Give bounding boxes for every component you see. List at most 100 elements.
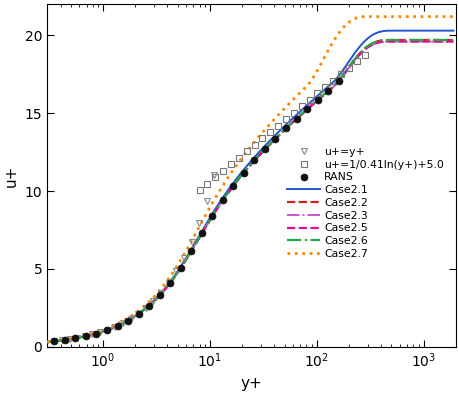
RANS: [73, 336, 78, 341]
Case2.2: [176, 267, 182, 272]
u+=1/0.41ln(y+)+5.0: [228, 162, 233, 167]
u+=1/0.41ln(y+)+5.0: [361, 53, 367, 57]
Case2.1: [450, 28, 455, 33]
Case2.6: [205, 220, 210, 225]
u+=y+: [173, 269, 179, 274]
RANS: [178, 265, 183, 270]
Case2.2: [450, 38, 455, 42]
Case2.1: [388, 28, 393, 33]
Case2.3: [339, 74, 345, 79]
RANS: [125, 318, 130, 323]
u+=y+: [135, 311, 140, 316]
u+=1/0.41ln(y+)+5.0: [212, 175, 218, 179]
Case2.1: [45, 340, 50, 344]
Case2.6: [176, 267, 182, 272]
Case2.2: [299, 111, 305, 115]
Case2.5: [205, 221, 210, 226]
Case2.6: [93, 331, 99, 336]
u+=y+: [181, 256, 186, 260]
Legend: u+=y+, u+=1/0.41ln(y+)+5.0, RANS, Case2.1, Case2.2, Case2.3, Case2.5, Case2.6, C: u+=y+, u+=1/0.41ln(y+)+5.0, RANS, Case2.…: [282, 143, 448, 263]
RANS: [219, 198, 225, 203]
RANS: [62, 338, 67, 342]
u+=1/0.41ln(y+)+5.0: [283, 117, 288, 122]
u+=1/0.41ln(y+)+5.0: [322, 85, 327, 89]
Case2.6: [450, 38, 455, 42]
u+=1/0.41ln(y+)+5.0: [345, 66, 351, 70]
u+=y+: [105, 327, 110, 332]
Case2.2: [205, 220, 210, 225]
Case2.3: [205, 221, 210, 226]
u+=1/0.41ln(y+)+5.0: [235, 155, 241, 160]
Case2.3: [176, 267, 182, 272]
u+=1/0.41ln(y+)+5.0: [267, 130, 273, 134]
u+=1/0.41ln(y+)+5.0: [330, 78, 335, 83]
u+=1/0.41ln(y+)+5.0: [204, 181, 210, 186]
Case2.5: [176, 267, 182, 272]
u+=y+: [59, 338, 65, 343]
u+=y+: [203, 199, 209, 204]
RANS: [325, 88, 330, 93]
u+=1/0.41ln(y+)+5.0: [306, 98, 312, 102]
RANS: [51, 339, 57, 344]
Line: Case2.3: Case2.3: [47, 41, 453, 342]
u+=y+: [128, 316, 133, 321]
RANS: [94, 331, 99, 336]
RANS: [114, 324, 120, 328]
Case2.5: [450, 39, 455, 44]
u+=1/0.41ln(y+)+5.0: [314, 91, 319, 96]
Case2.2: [45, 340, 50, 344]
Case2.2: [339, 73, 345, 78]
RANS: [135, 312, 141, 316]
Case2.5: [339, 74, 345, 79]
u+=y+: [120, 321, 125, 325]
Case2.7: [339, 26, 345, 31]
Case2.3: [45, 340, 50, 344]
Case2.7: [93, 330, 99, 335]
u+=y+: [67, 337, 72, 342]
Case2.1: [93, 331, 99, 336]
Case2.5: [299, 111, 305, 116]
u+=y+: [82, 334, 87, 339]
u+=1/0.41ln(y+)+5.0: [337, 72, 343, 77]
u+=y+: [158, 290, 163, 295]
RANS: [303, 107, 309, 112]
Line: RANS: RANS: [51, 77, 341, 345]
u+=y+: [188, 240, 194, 245]
RANS: [251, 158, 257, 163]
RANS: [167, 280, 173, 285]
u+=1/0.41ln(y+)+5.0: [298, 104, 304, 109]
Case2.7: [337, 29, 342, 34]
Case2.6: [337, 76, 342, 81]
Case2.6: [387, 38, 392, 42]
RANS: [104, 328, 110, 333]
Case2.6: [339, 73, 345, 78]
u+=1/0.41ln(y+)+5.0: [291, 110, 296, 115]
RANS: [83, 334, 89, 339]
RANS: [209, 214, 214, 218]
u+=1/0.41ln(y+)+5.0: [275, 123, 280, 128]
Line: Case2.6: Case2.6: [47, 40, 453, 342]
Case2.7: [205, 208, 210, 213]
Line: Case2.2: Case2.2: [47, 40, 453, 342]
RANS: [283, 126, 288, 131]
Case2.3: [299, 111, 305, 116]
RANS: [272, 136, 278, 141]
RANS: [230, 183, 235, 188]
RANS: [146, 303, 151, 308]
X-axis label: y+: y+: [240, 376, 262, 391]
u+=y+: [74, 335, 80, 340]
u+=1/0.41ln(y+)+5.0: [243, 149, 249, 154]
Line: Case2.1: Case2.1: [47, 31, 453, 342]
Case2.5: [93, 331, 99, 336]
Case2.1: [337, 71, 342, 76]
Case2.2: [93, 331, 99, 336]
u+=y+: [143, 305, 148, 310]
u+=1/0.41ln(y+)+5.0: [220, 168, 225, 173]
Line: u+=1/0.41ln(y+)+5.0: u+=1/0.41ln(y+)+5.0: [196, 51, 367, 194]
RANS: [157, 293, 162, 298]
u+=y+: [97, 330, 103, 335]
Case2.3: [337, 77, 342, 81]
Case2.6: [299, 111, 305, 115]
Line: Case2.5: Case2.5: [47, 41, 453, 342]
Line: Case2.7: Case2.7: [47, 17, 453, 342]
